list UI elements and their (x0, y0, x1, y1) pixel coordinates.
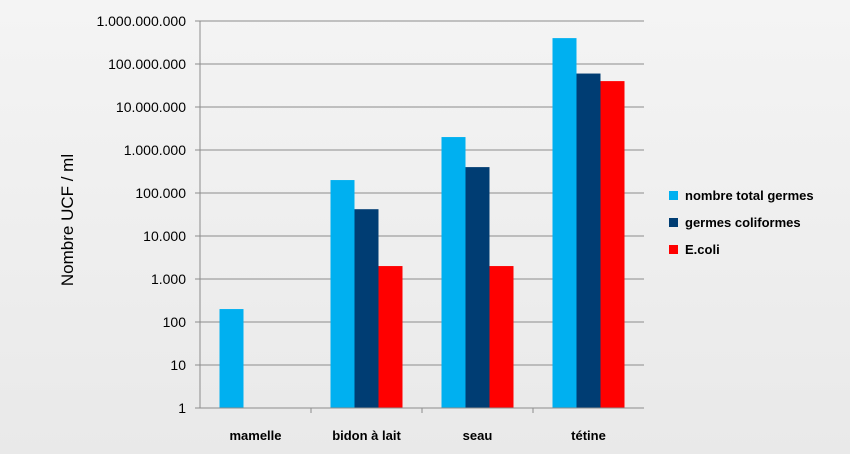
y-tick-label: 1.000.000 (124, 142, 186, 158)
y-tick-label: 1 (178, 400, 186, 416)
y-tick-label: 1.000 (151, 271, 186, 287)
y-tick-labels: 1 10 100 1.000 10.000 100.000 1.000.000 10.000.… (96, 13, 186, 416)
y-tick-label: 10.000 (143, 228, 186, 244)
bar (354, 209, 379, 408)
category-label: mamelle (229, 428, 281, 443)
axes (199, 21, 644, 413)
bar (552, 38, 577, 408)
legend-label: nombre total germes (685, 188, 814, 203)
bar (465, 167, 490, 408)
category-labels: mamelle bidon à lait seau tétine (229, 428, 605, 443)
y-tick-label: 10.000.000 (116, 99, 186, 115)
category-label: bidon à lait (332, 428, 401, 443)
bar (441, 137, 466, 408)
legend-label: E.coli (685, 242, 720, 257)
category-label: tétine (571, 428, 606, 443)
bar (330, 180, 355, 408)
legend: nombre total germes germes coliformes E.co… (669, 188, 814, 257)
legend-swatch (669, 218, 678, 227)
y-axis-title: Nombre UCF / ml (58, 154, 77, 286)
category-label: seau (463, 428, 493, 443)
bar (378, 266, 403, 408)
y-tick-label: 100 (163, 314, 187, 330)
bar (219, 309, 244, 408)
bar (576, 73, 601, 409)
bars (219, 38, 625, 409)
y-tick-label: 10 (170, 357, 186, 373)
y-tick-label: 100.000.000 (108, 56, 186, 72)
legend-swatch (669, 191, 678, 200)
legend-swatch (669, 245, 678, 254)
y-tick-label: 100.000 (135, 185, 186, 201)
bar (600, 81, 625, 408)
legend-label: germes coliformes (685, 215, 801, 230)
y-tick-label: 1.000.000.000 (96, 13, 186, 29)
bar (489, 266, 514, 408)
